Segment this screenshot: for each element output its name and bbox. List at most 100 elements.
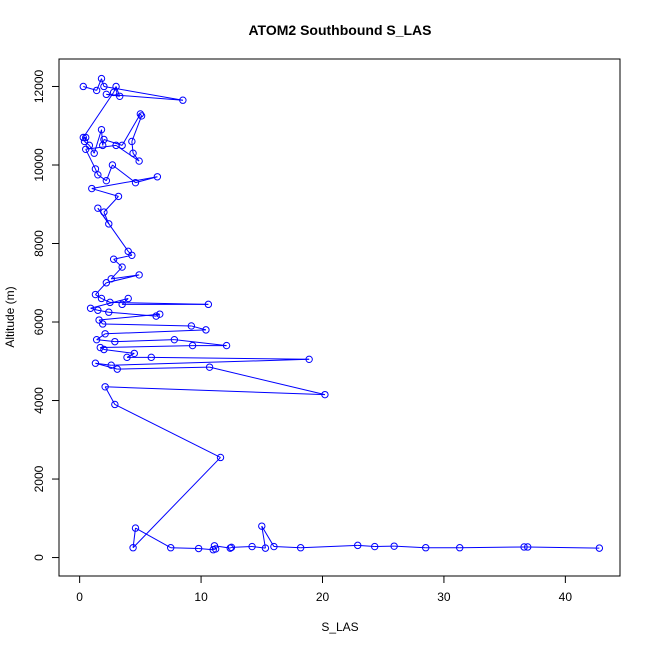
data-point bbox=[261, 544, 270, 552]
series-lines bbox=[82, 78, 600, 551]
data-point bbox=[270, 542, 278, 551]
series-segment bbox=[273, 546, 301, 549]
data-point bbox=[152, 312, 160, 320]
data-point bbox=[88, 184, 96, 193]
data-point bbox=[187, 322, 196, 330]
series-segment bbox=[101, 298, 111, 303]
data-point bbox=[131, 524, 140, 532]
data-point bbox=[135, 157, 143, 165]
data-point bbox=[227, 543, 236, 552]
series-segment bbox=[114, 339, 175, 343]
chart-title: ATOM2 Southbound S_LAS bbox=[248, 22, 431, 38]
data-point bbox=[153, 173, 162, 181]
data-point bbox=[97, 125, 106, 134]
data-point bbox=[179, 96, 187, 104]
series-segment bbox=[459, 546, 525, 549]
series-segment bbox=[91, 188, 119, 197]
data-point bbox=[128, 137, 136, 146]
data-point bbox=[118, 263, 126, 271]
series-segment bbox=[105, 329, 206, 335]
plot-frame bbox=[58, 58, 621, 577]
series-segment bbox=[98, 319, 104, 325]
series-segment bbox=[96, 333, 106, 341]
series-segment bbox=[102, 323, 192, 327]
data-point bbox=[124, 294, 132, 303]
data-point bbox=[210, 542, 219, 550]
y-axis-label: Altitude (m) bbox=[3, 286, 17, 347]
data-point bbox=[258, 522, 266, 530]
data-point bbox=[106, 298, 114, 307]
data-point bbox=[205, 363, 214, 371]
data-point bbox=[91, 359, 100, 367]
data-point bbox=[94, 171, 102, 179]
data-point bbox=[105, 220, 113, 228]
x-tick-label: 40 bbox=[559, 590, 573, 604]
data-point bbox=[79, 133, 87, 142]
series-segment bbox=[191, 325, 207, 331]
series-segment bbox=[93, 129, 102, 154]
data-point bbox=[102, 90, 111, 99]
data-point bbox=[111, 337, 119, 346]
data-point bbox=[116, 92, 124, 100]
data-point bbox=[222, 341, 231, 350]
data-point bbox=[99, 320, 107, 328]
data-point bbox=[102, 176, 111, 185]
series-segment bbox=[151, 356, 310, 360]
data-point bbox=[94, 204, 102, 212]
series-segment bbox=[121, 298, 129, 305]
series-segment bbox=[131, 115, 143, 142]
series-segment bbox=[97, 174, 107, 182]
series-segment bbox=[300, 544, 358, 549]
data-point bbox=[123, 353, 131, 362]
series-segment bbox=[90, 307, 98, 311]
data-point bbox=[109, 88, 118, 97]
series-segment bbox=[88, 145, 95, 154]
series-points bbox=[79, 74, 604, 554]
data-point bbox=[520, 543, 528, 551]
data-point bbox=[91, 290, 100, 299]
series-segment bbox=[96, 78, 102, 91]
series-segment bbox=[115, 86, 121, 97]
data-point bbox=[248, 542, 256, 551]
series-segment bbox=[170, 547, 199, 550]
series-segment bbox=[121, 113, 141, 146]
data-point bbox=[216, 453, 225, 462]
data-point bbox=[107, 275, 115, 283]
data-point bbox=[296, 544, 305, 552]
data-point bbox=[82, 133, 90, 142]
data-point bbox=[211, 545, 220, 553]
series-segment bbox=[100, 345, 193, 349]
x-tick-label: 30 bbox=[437, 590, 451, 604]
series-segment bbox=[261, 526, 266, 549]
x-axis-label: S_LAS bbox=[321, 620, 358, 634]
series-segment bbox=[95, 362, 118, 370]
series-segment bbox=[112, 164, 136, 184]
data-point bbox=[90, 149, 98, 157]
data-point bbox=[118, 300, 126, 309]
y-tick-label: 4000 bbox=[32, 387, 46, 414]
data-point bbox=[113, 365, 121, 373]
series-segment bbox=[106, 274, 140, 284]
data-point bbox=[97, 294, 106, 303]
data-point bbox=[86, 304, 95, 312]
series-segment bbox=[126, 352, 135, 358]
data-point bbox=[114, 192, 123, 201]
data-point bbox=[112, 141, 120, 150]
y-tick-label: 12000 bbox=[32, 69, 46, 103]
data-point bbox=[96, 343, 104, 352]
data-point bbox=[80, 137, 89, 146]
data-point bbox=[128, 251, 136, 259]
data-point bbox=[129, 149, 137, 157]
data-point bbox=[111, 400, 119, 409]
series-segment bbox=[110, 266, 123, 280]
data-point bbox=[390, 542, 398, 550]
series-segment bbox=[91, 176, 158, 190]
data-point bbox=[136, 110, 145, 118]
data-point bbox=[524, 543, 532, 551]
data-point bbox=[456, 544, 464, 552]
series-segment bbox=[131, 141, 134, 154]
y-axis: 0 2000 4000 6000 8000 10000 12000 bbox=[32, 69, 60, 561]
series-segment bbox=[99, 313, 160, 321]
data-point bbox=[101, 383, 109, 391]
